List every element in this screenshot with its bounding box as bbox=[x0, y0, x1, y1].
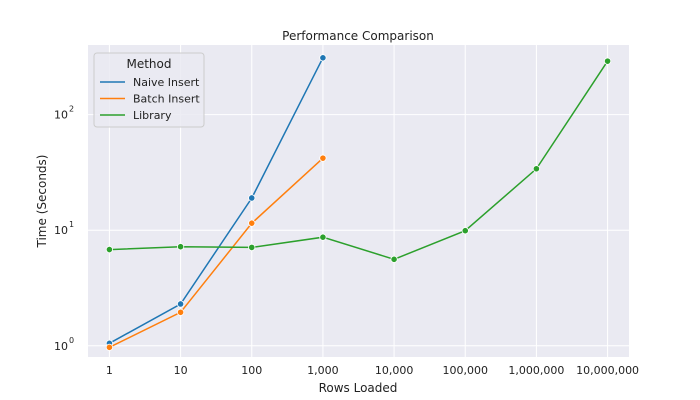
data-point-batch-insert bbox=[319, 154, 327, 162]
y-tick-base: 10 bbox=[54, 109, 68, 122]
data-point-naive-insert bbox=[176, 300, 185, 308]
data-point-naive-insert bbox=[248, 194, 256, 202]
x-tick-label: 10,000 bbox=[375, 364, 414, 377]
x-tick-label: 10 bbox=[174, 364, 188, 377]
data-point-library bbox=[390, 255, 398, 263]
legend-label: Batch Insert bbox=[133, 93, 200, 106]
data-point-library bbox=[603, 57, 612, 65]
legend-box bbox=[93, 52, 205, 128]
y-tick-label: 10 1 bbox=[54, 220, 74, 237]
data-point-library bbox=[105, 245, 114, 254]
legend-title: Method bbox=[126, 57, 171, 71]
y-tick-exponent: 1 bbox=[69, 220, 74, 229]
legend-item-naive-insert: Naive Insert bbox=[100, 76, 200, 89]
x-tick-label: 100,000 bbox=[442, 364, 488, 377]
legend-item-library: Library bbox=[100, 109, 172, 122]
series-points bbox=[105, 54, 612, 351]
legend-items: Naive Insert Batch Insert Library bbox=[100, 76, 200, 122]
y-tick-label: 10 0 bbox=[54, 336, 74, 353]
y-axis-label: Time (Seconds) bbox=[35, 155, 49, 249]
data-point-library bbox=[176, 243, 185, 251]
data-point-library bbox=[532, 165, 541, 173]
series-line-batch-insert bbox=[109, 157, 324, 348]
y-tick-exponent: 0 bbox=[69, 336, 74, 345]
x-tick-label: 1,000,000 bbox=[508, 364, 564, 377]
data-point-library bbox=[461, 227, 469, 235]
legend-label: Library bbox=[133, 109, 172, 122]
data-point-library bbox=[319, 233, 327, 241]
data-point-library bbox=[248, 243, 256, 251]
x-tick-label: 100 bbox=[241, 364, 262, 377]
y-tick-base: 10 bbox=[54, 224, 68, 237]
y-tick-label: 10 2 bbox=[54, 105, 74, 122]
legend: Method Naive Insert Batch Insert Library bbox=[93, 52, 205, 128]
data-point-naive-insert bbox=[319, 54, 327, 62]
data-point-batch-insert bbox=[176, 308, 185, 316]
legend-item-batch-insert: Batch Insert bbox=[100, 93, 200, 106]
x-axis-ticks: 1 10 100 1,000 10,000 100,000 1,000,000 10,000,… bbox=[106, 364, 639, 377]
y-tick-exponent: 2 bbox=[69, 105, 74, 114]
legend-label: Naive Insert bbox=[133, 76, 200, 89]
series-line-library bbox=[109, 60, 609, 261]
series-lines bbox=[109, 57, 609, 348]
series-line-naive-insert bbox=[109, 57, 324, 344]
data-point-batch-insert bbox=[105, 343, 114, 351]
x-axis-label: Rows Loaded bbox=[319, 381, 398, 395]
x-tick-label: 1 bbox=[106, 364, 113, 377]
x-tick-label: 1,000 bbox=[307, 364, 339, 377]
chart-title: Performance Comparison bbox=[282, 29, 434, 43]
y-tick-base: 10 bbox=[54, 340, 68, 353]
data-point-batch-insert bbox=[248, 219, 256, 227]
x-tick-label: 10,000,000 bbox=[576, 364, 639, 377]
